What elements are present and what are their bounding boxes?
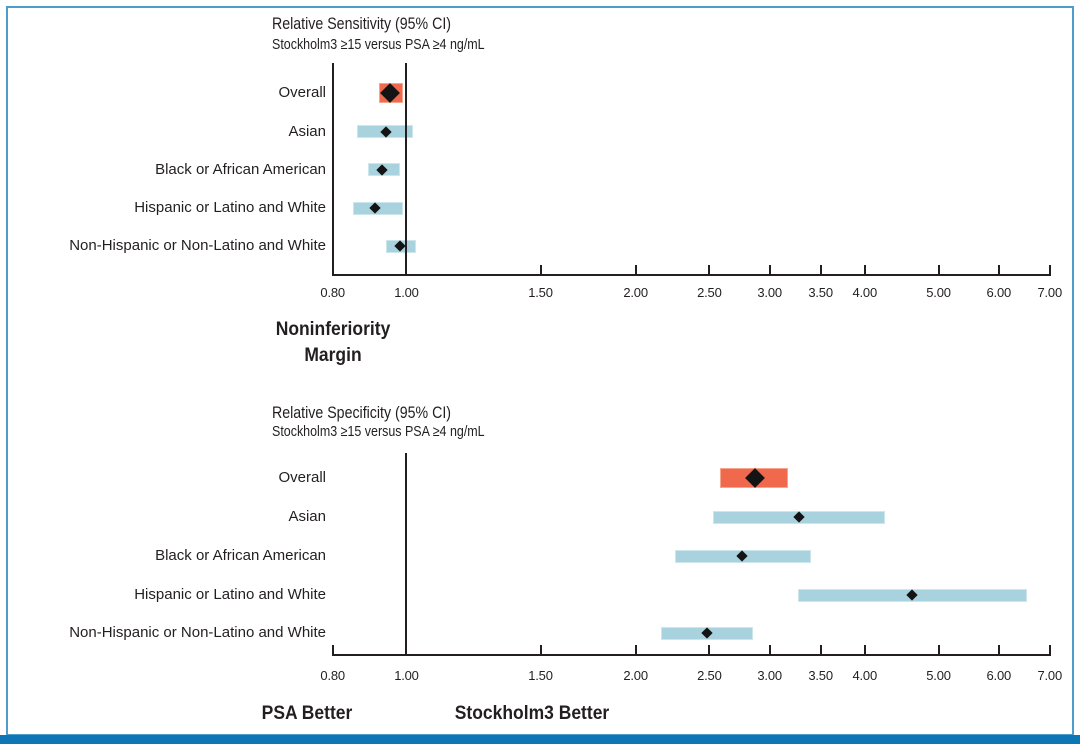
row-label: Black or African American	[155, 547, 326, 564]
x-axis-tick-label: 2.50	[697, 285, 722, 300]
x-axis-tick-label: 3.50	[808, 285, 833, 300]
x-axis-tick	[997, 645, 1000, 654]
x-axis-tick	[819, 265, 822, 274]
figure-bottom-rule	[0, 735, 1080, 744]
x-axis-tick-label: 0.80	[320, 285, 345, 300]
row-label: Asian	[288, 508, 326, 525]
x-axis-tick-label: 2.00	[623, 285, 648, 300]
x-axis-tick-label: 1.50	[528, 285, 553, 300]
x-axis-tick	[539, 265, 542, 274]
x-axis-tick	[405, 265, 408, 274]
x-axis-tick-label: 4.00	[852, 285, 877, 300]
reference-line	[331, 63, 334, 275]
row-label: Hispanic or Latino and White	[134, 199, 326, 216]
x-axis-tick-label: 6.00	[986, 668, 1012, 683]
row-label: Non-Hispanic or Non-Latino and White	[69, 237, 326, 254]
x-axis-tick-label: 3.50	[808, 668, 833, 683]
x-axis-tick	[1048, 645, 1051, 654]
x-axis-line	[331, 274, 1051, 276]
x-axis-tick-label: 2.50	[697, 668, 722, 683]
x-axis-tick-label: 5.00	[926, 285, 951, 300]
x-axis-tick-label: 6.00	[986, 285, 1012, 300]
x-axis-tick	[708, 265, 711, 274]
noninferiority-margin-label: Noninferiority	[275, 319, 390, 340]
x-axis-tick	[863, 265, 866, 274]
x-axis-tick-label: 1.00	[394, 668, 419, 683]
x-axis-tick	[768, 265, 771, 274]
row-label: Non-Hispanic or Non-Latino and White	[69, 624, 326, 641]
panel-title: Relative Sensitivity (95% CI)	[272, 15, 452, 33]
row-label: Overall	[278, 469, 326, 486]
x-axis-tick-label: 1.50	[528, 668, 553, 683]
row-label: Black or African American	[155, 160, 326, 178]
x-axis-tick	[634, 645, 637, 654]
noninferiority-margin-label: Margin	[304, 345, 362, 366]
x-axis-tick-label: 1.00	[394, 285, 419, 300]
row-label: Hispanic or Latino and White	[134, 586, 326, 603]
x-axis-tick-label: 4.00	[852, 668, 877, 683]
x-axis-tick-label: 0.80	[320, 668, 345, 683]
reference-line	[405, 63, 408, 275]
x-axis-tick	[937, 645, 940, 654]
row-label: Asian	[288, 122, 326, 140]
x-axis-tick	[539, 645, 542, 654]
x-axis-tick	[331, 645, 334, 654]
x-axis-tick-label: 7.00	[1037, 285, 1062, 300]
x-axis-tick-label: 2.00	[623, 668, 648, 683]
panel-subtitle: Stockholm3 ≥15 versus PSA ≥4 ng/mL	[272, 37, 485, 53]
x-axis-tick	[768, 645, 771, 654]
row-label: Overall	[278, 84, 326, 101]
panel-title: Relative Specificity (95% CI)	[272, 404, 452, 422]
x-axis-tick	[634, 265, 637, 274]
x-axis-tick-label: 5.00	[926, 668, 951, 683]
x-axis-tick	[708, 645, 711, 654]
x-axis-tick-label: 7.00	[1037, 668, 1062, 683]
reference-line	[405, 453, 408, 655]
x-axis-tick	[937, 265, 940, 274]
stockholm3-better-label: Stockholm3 Better	[454, 703, 609, 724]
x-axis-line	[331, 654, 1051, 656]
x-axis-tick	[863, 645, 866, 654]
x-axis-tick	[997, 265, 1000, 274]
x-axis-tick-label: 3.00	[757, 668, 782, 683]
x-axis-tick-label: 3.00	[757, 285, 782, 300]
x-axis-tick	[819, 645, 822, 654]
panel-subtitle: Stockholm3 ≥15 versus PSA ≥4 ng/mL	[272, 424, 485, 440]
x-axis-tick	[331, 265, 334, 274]
psa-better-label: PSA Better	[261, 703, 353, 724]
x-axis-tick	[405, 645, 408, 654]
x-axis-tick	[1048, 265, 1051, 274]
